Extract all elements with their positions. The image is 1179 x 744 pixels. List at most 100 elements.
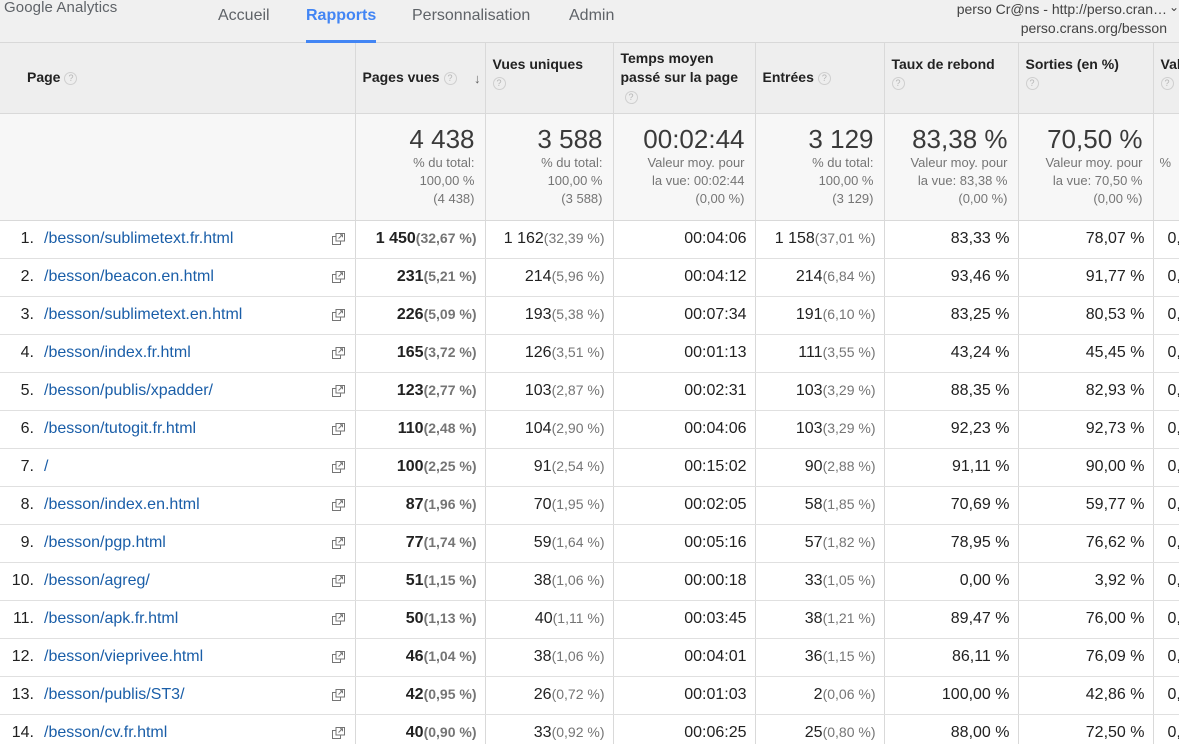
open-external-icon[interactable] — [331, 498, 345, 511]
pageviews-cell: 100(2,25 %) — [355, 448, 486, 487]
pageviews-percent: (2,77 %) — [423, 382, 477, 398]
bounce-rate-cell: 43,24 % — [884, 334, 1019, 373]
open-external-icon[interactable] — [331, 612, 345, 625]
summary-pageviews: 4 438 % du total: 100,00 % (4 438) — [355, 113, 486, 221]
nav-rapports[interactable]: Rapports — [306, 7, 377, 43]
pageviews-value: 40 — [405, 724, 424, 741]
summary-label: Valeur moy. pour — [910, 154, 1008, 170]
open-external-icon[interactable] — [331, 422, 345, 435]
top-bar: Google Analytics Accueil Rapports Person… — [0, 0, 1179, 43]
open-external-icon[interactable] — [331, 384, 345, 397]
exits-cell: 42,86 % — [1018, 676, 1154, 715]
value-cell: 0, — [1153, 714, 1179, 744]
unique-views-percent: (1,06 %) — [551, 572, 605, 588]
page-cell: 13. /besson/publis/ST3/ — [0, 676, 356, 715]
page-link[interactable]: /besson/beacon.en.html — [44, 268, 214, 285]
account-selector[interactable]: perso Cr@ns - http://perso.cran… perso.c… — [957, 0, 1167, 38]
chevron-down-icon[interactable]: ⌄ — [1168, 0, 1179, 14]
page-link[interactable]: /besson/cv.fr.html — [44, 724, 168, 741]
help-icon[interactable]: ? — [891, 77, 905, 90]
help-icon[interactable]: ? — [64, 72, 78, 86]
open-external-icon[interactable] — [331, 574, 345, 587]
nav-personnalisation[interactable]: Personnalisation — [412, 7, 531, 24]
pageviews-percent: (1,04 %) — [423, 648, 477, 664]
column-header-avg-time[interactable]: Temps moyen passé sur la page? — [613, 43, 756, 114]
page-cell: 9. /besson/pgp.html — [0, 524, 356, 563]
unique-views-percent: (32,39 %) — [543, 230, 605, 246]
open-external-icon[interactable] — [331, 536, 345, 549]
page-link[interactable]: /besson/vieprivee.html — [44, 648, 204, 665]
nav-admin[interactable]: Admin — [569, 7, 615, 24]
google-analytics-logo[interactable]: Google Analytics — [4, 0, 118, 16]
help-icon[interactable]: ? — [624, 91, 638, 105]
open-external-icon[interactable] — [331, 688, 345, 701]
page-link[interactable]: /besson/agreg/ — [44, 572, 150, 589]
column-header-bounce-rate[interactable]: Taux de rebond? — [884, 43, 1019, 114]
summary-value: 83,38 % — [912, 123, 1008, 154]
pageviews-cell: 1 450(32,67 %) — [355, 220, 486, 259]
entries-percent: (0,80 %) — [822, 724, 876, 740]
entries-cell: 103(3,29 %) — [755, 372, 885, 411]
open-external-icon[interactable] — [331, 308, 345, 321]
pageviews-value: 46 — [405, 648, 424, 665]
page-link[interactable]: / — [44, 458, 49, 475]
summary-bounce-rate: 83,38 % Valeur moy. pour la vue: 83,38 %… — [884, 113, 1019, 221]
open-external-icon[interactable] — [331, 650, 345, 663]
column-header-pageviews[interactable]: Pages vues? ↓ — [355, 43, 486, 114]
column-header-value[interactable]: Val? — [1153, 43, 1179, 114]
page-link[interactable]: /besson/publis/ST3/ — [44, 686, 185, 703]
unique-views-percent: (1,64 %) — [551, 534, 605, 550]
summary-percent: la vue: 70,50 % — [1052, 172, 1143, 188]
unique-views-value: 70 — [533, 496, 552, 513]
page-link[interactable]: /besson/apk.fr.html — [44, 610, 179, 627]
table-row: 2. /besson/beacon.en.html 231(5,21 %) 214… — [0, 258, 1179, 297]
exits-cell: 59,77 % — [1018, 486, 1154, 525]
unique-views-value: 38 — [533, 572, 552, 589]
open-external-icon[interactable] — [331, 726, 345, 739]
open-external-icon[interactable] — [331, 346, 345, 359]
entries-percent: (3,29 %) — [822, 420, 876, 436]
nav-accueil[interactable]: Accueil — [218, 7, 270, 24]
column-header-entries[interactable]: Entrées? — [755, 43, 885, 114]
entries-value: 33 — [804, 572, 823, 589]
pageviews-value: 42 — [405, 686, 424, 703]
open-external-icon[interactable] — [331, 270, 345, 283]
page-link[interactable]: /besson/publis/xpadder/ — [44, 382, 213, 399]
data-rows: 1. /besson/sublimetext.fr.html 1 450(32,6… — [0, 220, 1179, 744]
exits-cell: 78,07 % — [1018, 220, 1154, 259]
report-table: Page? Pages vues? ↓ Vues uniques? Temps m… — [0, 43, 1179, 744]
pageviews-value: 231 — [396, 268, 424, 285]
unique-views-percent: (5,96 %) — [551, 268, 605, 284]
value-cell: 0, — [1153, 638, 1179, 677]
page-link[interactable]: /besson/index.fr.html — [44, 344, 191, 361]
pageviews-cell: 87(1,96 %) — [355, 486, 486, 525]
unique-views-percent: (5,38 %) — [551, 306, 605, 322]
pageviews-percent: (1,74 %) — [423, 534, 477, 550]
avg-time-cell: 00:03:45 — [613, 600, 756, 639]
page-link[interactable]: /besson/index.en.html — [44, 496, 200, 513]
row-number: 4. — [20, 344, 34, 361]
entries-percent: (1,21 %) — [822, 610, 876, 626]
open-external-icon[interactable] — [331, 460, 345, 473]
entries-value: 38 — [804, 610, 823, 627]
summary-value-col: % — [1153, 113, 1179, 221]
help-icon[interactable]: ? — [817, 72, 831, 86]
column-header-page[interactable]: Page? — [0, 43, 356, 114]
help-icon[interactable]: ? — [1025, 77, 1039, 90]
unique-views-percent: (2,87 %) — [551, 382, 605, 398]
page-link[interactable]: /besson/sublimetext.fr.html — [44, 230, 234, 247]
help-icon[interactable]: ? — [1160, 77, 1174, 90]
help-icon[interactable]: ? — [443, 72, 457, 86]
unique-views-value: 193 — [524, 306, 552, 323]
entries-percent: (3,29 %) — [822, 382, 876, 398]
column-header-unique-views[interactable]: Vues uniques? — [485, 43, 614, 114]
help-icon[interactable]: ? — [492, 77, 506, 90]
value-cell: 0, — [1153, 676, 1179, 715]
column-header-exits[interactable]: Sorties (en %)? — [1018, 43, 1154, 114]
page-link[interactable]: /besson/sublimetext.en.html — [44, 306, 243, 323]
entries-percent: (37,01 %) — [814, 230, 876, 246]
page-link[interactable]: /besson/tutogit.fr.html — [44, 420, 197, 437]
page-cell: 14. /besson/cv.fr.html — [0, 714, 356, 744]
page-link[interactable]: /besson/pgp.html — [44, 534, 166, 551]
open-external-icon[interactable] — [331, 232, 345, 245]
